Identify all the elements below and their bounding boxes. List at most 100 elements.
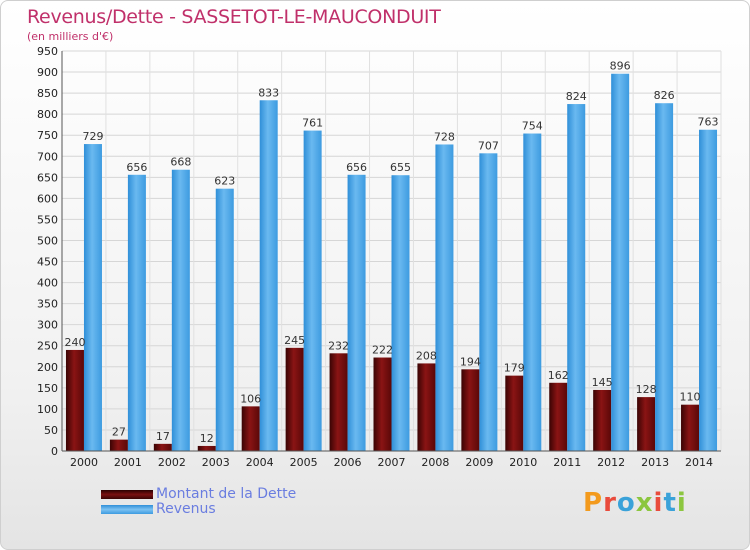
logo-letter: x bbox=[635, 488, 654, 518]
logo-letter: r bbox=[603, 488, 617, 518]
x-tick-label-2007: 2007 bbox=[378, 456, 406, 469]
y-tick-label: 650 bbox=[37, 171, 58, 184]
label-dette-2004: 106 bbox=[240, 392, 261, 405]
y-tick-label: 150 bbox=[37, 382, 58, 395]
label-revenus-2007: 655 bbox=[390, 161, 411, 174]
label-revenus-2012: 896 bbox=[610, 60, 631, 73]
x-tick-label-2008: 2008 bbox=[421, 456, 449, 469]
bar-dette-2001 bbox=[109, 439, 128, 451]
bar-revenus-2001 bbox=[127, 174, 146, 451]
label-revenus-2004: 833 bbox=[258, 86, 279, 99]
x-tick-label-2011: 2011 bbox=[553, 456, 581, 469]
bar-dette-2002 bbox=[153, 443, 172, 451]
y-tick-label: 300 bbox=[37, 319, 58, 332]
y-tick-label: 950 bbox=[37, 45, 58, 58]
label-dette-2005: 245 bbox=[284, 334, 305, 347]
bar-revenus-2000 bbox=[83, 144, 102, 452]
bar-dette-2010 bbox=[505, 375, 524, 451]
bar-dette-2008 bbox=[417, 363, 436, 451]
bar-revenus-2012 bbox=[611, 73, 630, 451]
x-tick-label-2009: 2009 bbox=[465, 456, 493, 469]
x-tick-label-2004: 2004 bbox=[246, 456, 274, 469]
bar-dette-2009 bbox=[461, 369, 480, 451]
y-tick-label: 50 bbox=[44, 424, 58, 437]
label-revenus-2001: 656 bbox=[126, 161, 147, 174]
bar-dette-2005 bbox=[285, 347, 304, 451]
y-tick-label: 900 bbox=[37, 66, 58, 79]
label-dette-2013: 128 bbox=[636, 383, 657, 396]
x-tick-label-2002: 2002 bbox=[158, 456, 186, 469]
x-tick-label-2001: 2001 bbox=[114, 456, 142, 469]
label-dette-2000: 240 bbox=[64, 336, 85, 349]
y-tick-label: 100 bbox=[37, 403, 58, 416]
bar-dette-2004 bbox=[241, 406, 260, 451]
axes: 0 50 100 150 200 250 300 350 400 450 500 550 600 650 7… bbox=[37, 45, 721, 469]
y-tick-label: 0 bbox=[51, 445, 58, 458]
label-dette-2014: 110 bbox=[680, 391, 701, 404]
y-tick-label: 500 bbox=[37, 234, 58, 247]
chart-title: Revenus/Dette - SASSETOT-LE-MAUCONDUIT bbox=[27, 6, 441, 28]
label-revenus-2003: 623 bbox=[214, 175, 235, 188]
label-dette-2011: 162 bbox=[548, 369, 569, 382]
x-tick-label-2010: 2010 bbox=[509, 456, 537, 469]
label-revenus-2009: 707 bbox=[478, 139, 499, 152]
data-labels: 240 729 27 656 17 668 12 623 106 833 245 761 232 656 2… bbox=[64, 60, 718, 445]
bar-revenus-2002 bbox=[171, 169, 190, 451]
logo-letter: t bbox=[663, 488, 677, 518]
x-tick-label-2000: 2000 bbox=[70, 456, 98, 469]
y-tick-label: 450 bbox=[37, 256, 58, 269]
bar-dette-2013 bbox=[637, 397, 656, 451]
y-tick-label: 700 bbox=[37, 150, 58, 163]
label-dette-2012: 145 bbox=[592, 376, 613, 389]
label-dette-2002: 17 bbox=[156, 430, 170, 443]
x-tick-label-2003: 2003 bbox=[202, 456, 230, 469]
logo-letter: i bbox=[676, 488, 687, 518]
label-revenus-2000: 729 bbox=[82, 130, 103, 143]
logo-letter: P bbox=[583, 488, 604, 518]
bars bbox=[65, 73, 718, 452]
y-tick-label: 550 bbox=[37, 213, 58, 226]
label-dette-2009: 194 bbox=[460, 355, 481, 368]
bar-dette-2006 bbox=[329, 353, 348, 451]
label-revenus-2005: 761 bbox=[302, 117, 323, 130]
x-tick-label-2006: 2006 bbox=[334, 456, 362, 469]
legend-swatch-dette bbox=[101, 490, 153, 499]
chart-subtitle: (en milliers d'€) bbox=[27, 30, 114, 43]
bar-revenus-2003 bbox=[215, 188, 234, 451]
label-dette-2006: 232 bbox=[328, 339, 349, 352]
y-tick-label: 750 bbox=[37, 129, 58, 142]
label-dette-2001: 27 bbox=[112, 426, 126, 439]
bar-revenus-2005 bbox=[303, 130, 322, 451]
proxiti-logo: Proxiti bbox=[583, 488, 687, 518]
bar-revenus-2013 bbox=[655, 103, 674, 452]
y-tick-label: 600 bbox=[37, 192, 58, 205]
logo-letter: o bbox=[616, 488, 636, 518]
bar-dette-2011 bbox=[549, 382, 568, 451]
bar-revenus-2007 bbox=[391, 175, 410, 452]
bar-revenus-2010 bbox=[523, 133, 542, 452]
x-tick-label-2012: 2012 bbox=[597, 456, 625, 469]
label-dette-2007: 222 bbox=[372, 344, 393, 357]
bar-revenus-2014 bbox=[699, 129, 718, 451]
bar-dette-2003 bbox=[197, 445, 216, 451]
label-revenus-2011: 824 bbox=[566, 90, 587, 103]
legend-label-revenus: Revenus bbox=[156, 501, 216, 517]
y-tick-label: 800 bbox=[37, 108, 58, 121]
label-revenus-2014: 763 bbox=[698, 116, 719, 129]
label-revenus-2013: 826 bbox=[654, 89, 675, 102]
label-dette-2008: 208 bbox=[416, 349, 437, 362]
label-revenus-2002: 668 bbox=[170, 156, 191, 169]
x-tick-label-2005: 2005 bbox=[290, 456, 318, 469]
bar-revenus-2011 bbox=[567, 104, 586, 451]
y-tick-label: 850 bbox=[37, 87, 58, 100]
bar-dette-2014 bbox=[681, 404, 700, 451]
y-tick-label: 350 bbox=[37, 298, 58, 311]
y-tick-label: 400 bbox=[37, 277, 58, 290]
bar-revenus-2009 bbox=[479, 153, 498, 451]
bar-dette-2007 bbox=[373, 357, 392, 451]
logo-letter: i bbox=[653, 488, 664, 518]
bar-revenus-2008 bbox=[435, 144, 454, 451]
legend-label-dette: Montant de la Dette bbox=[156, 486, 297, 502]
legend-swatch-revenus bbox=[101, 505, 153, 514]
